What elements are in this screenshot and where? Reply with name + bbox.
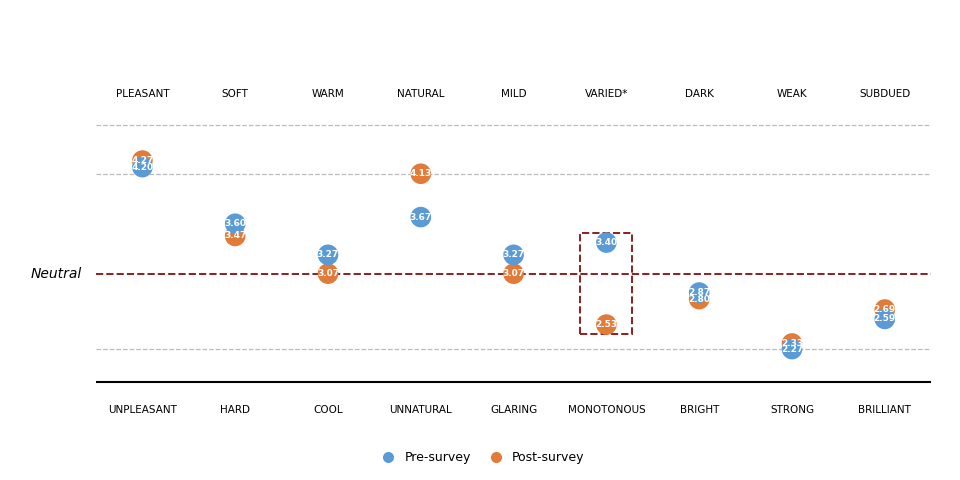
Bar xyxy=(581,233,633,334)
Text: 2.80: 2.80 xyxy=(688,295,710,304)
Text: SUBDUED: SUBDUED xyxy=(859,89,910,99)
Text: 3.27: 3.27 xyxy=(502,251,525,259)
Point xyxy=(321,251,336,259)
Point xyxy=(228,220,243,228)
Text: BRILLIANT: BRILLIANT xyxy=(858,405,911,415)
Text: NATURAL: NATURAL xyxy=(397,89,444,99)
Text: 2.69: 2.69 xyxy=(874,305,896,314)
Text: MONOTONOUS: MONOTONOUS xyxy=(567,405,645,415)
Point xyxy=(506,251,521,259)
Text: 2.53: 2.53 xyxy=(595,320,617,329)
Text: BRIGHT: BRIGHT xyxy=(680,405,719,415)
Point xyxy=(413,170,428,178)
Point xyxy=(877,315,893,323)
Text: WARM: WARM xyxy=(312,89,345,99)
Point xyxy=(413,213,428,221)
Point xyxy=(134,163,150,171)
Point xyxy=(784,345,800,353)
Point xyxy=(321,270,336,277)
Text: 4.13: 4.13 xyxy=(410,169,432,178)
Text: WEAK: WEAK xyxy=(777,89,807,99)
Text: 4.20: 4.20 xyxy=(132,163,154,172)
Text: 2.27: 2.27 xyxy=(780,345,804,354)
Point xyxy=(599,239,614,246)
Text: 3.27: 3.27 xyxy=(317,251,339,259)
Text: UNNATURAL: UNNATURAL xyxy=(390,405,452,415)
Point xyxy=(134,156,150,164)
Text: 3.07: 3.07 xyxy=(502,269,525,278)
Text: UNPLEASANT: UNPLEASANT xyxy=(108,405,177,415)
Point xyxy=(784,340,800,348)
Text: GLARING: GLARING xyxy=(490,405,538,415)
Point xyxy=(228,232,243,240)
Point xyxy=(691,295,707,303)
Text: 2.59: 2.59 xyxy=(874,314,896,324)
Text: 2.87: 2.87 xyxy=(688,288,710,297)
Text: COOL: COOL xyxy=(313,405,343,415)
Text: MILD: MILD xyxy=(501,89,526,99)
Text: Neutral: Neutral xyxy=(31,267,82,281)
Point xyxy=(506,270,521,277)
Text: 3.47: 3.47 xyxy=(224,231,247,240)
Text: SOFT: SOFT xyxy=(222,89,249,99)
Text: STRONG: STRONG xyxy=(770,405,814,415)
Text: 3.67: 3.67 xyxy=(410,213,432,222)
Text: DARK: DARK xyxy=(684,89,713,99)
Point xyxy=(877,306,893,313)
Text: 2.33: 2.33 xyxy=(780,339,804,348)
Text: 4.27: 4.27 xyxy=(132,156,154,165)
Legend: Pre-survey, Post-survey: Pre-survey, Post-survey xyxy=(371,446,589,469)
Text: VARIED*: VARIED* xyxy=(585,89,628,99)
Point xyxy=(691,288,707,296)
Text: 3.07: 3.07 xyxy=(317,269,339,278)
Text: 3.40: 3.40 xyxy=(595,238,617,247)
Text: HARD: HARD xyxy=(220,405,251,415)
Point xyxy=(599,321,614,328)
Text: 3.60: 3.60 xyxy=(225,219,246,228)
Text: PLEASANT: PLEASANT xyxy=(115,89,169,99)
